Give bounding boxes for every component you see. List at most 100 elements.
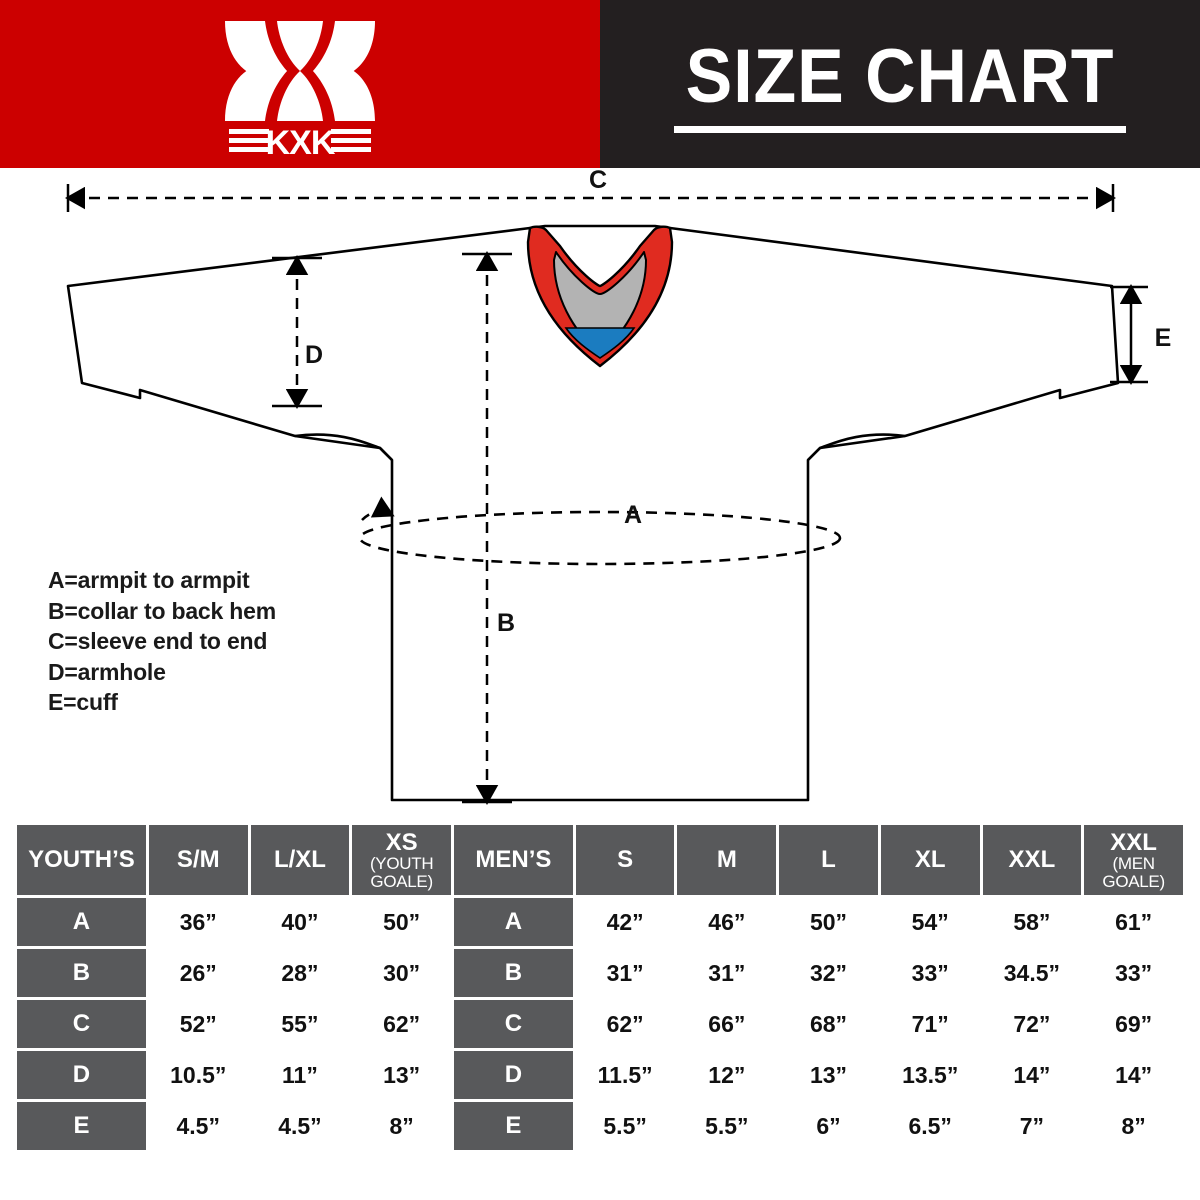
cell-value: 55” (250, 1000, 350, 1048)
header-sublabel: (YOUTH GOALE) (369, 853, 434, 891)
header-sublabel: (MEN GOALE) (1102, 853, 1165, 891)
row-label-men: C (453, 1000, 573, 1048)
header-cell-s: S (575, 825, 675, 895)
dimension-label-b: B (497, 609, 515, 637)
header-label: S (617, 846, 634, 874)
cell-value: 42” (575, 898, 675, 946)
header-label: MEN’S (475, 846, 552, 874)
header-label: YOUTH’S (28, 846, 135, 874)
dimension-label-a: A (624, 501, 642, 529)
row-label-youth: C (17, 1000, 146, 1048)
cell-value: 34.5” (982, 949, 1082, 997)
kxk-butterfly-logo-icon: KXK (215, 9, 385, 162)
cell-value: 31” (677, 949, 777, 997)
header-cell-xxl: XXL (982, 825, 1082, 895)
row-label-youth: A (17, 898, 146, 946)
cell-value: 13” (352, 1051, 451, 1099)
header-cell-m: M (677, 825, 777, 895)
legend-line-b: B=collar to back hem (48, 597, 276, 624)
legend-line-c: C=sleeve end to end (48, 628, 268, 655)
cell-value: 14” (1084, 1051, 1183, 1099)
cell-value: 40” (250, 898, 350, 946)
cell-value: 61” (1084, 898, 1183, 946)
header-cell-lxl: L/XL (250, 825, 350, 895)
cell-value: 5.5” (575, 1102, 675, 1150)
row-label-youth: B (17, 949, 146, 997)
measurement-legend: A=armpit to armpit B=collar to back hem … (48, 565, 276, 718)
cell-value: 26” (148, 949, 248, 997)
cell-value: 50” (779, 898, 878, 946)
cell-value: 36” (148, 898, 248, 946)
cell-value: 52” (148, 1000, 248, 1048)
svg-text:KXK: KXK (266, 124, 336, 159)
cell-value: 4.5” (148, 1102, 248, 1150)
cell-value: 69” (1084, 1000, 1183, 1048)
cell-value: 32” (779, 949, 878, 997)
cell-value: 31” (575, 949, 675, 997)
cell-value: 33” (880, 949, 980, 997)
table-row: D 10.5” 11” 13” D 11.5” 12” 13” 13.5” 14… (17, 1051, 1183, 1099)
cell-value: 71” (880, 1000, 980, 1048)
header-label: XXL (1110, 828, 1157, 856)
cell-value: 62” (575, 1000, 675, 1048)
title-underline (674, 125, 1126, 133)
page-title: SIZE CHART (685, 34, 1115, 120)
header-label: XS (385, 828, 418, 856)
cell-value: 13.5” (880, 1051, 980, 1099)
dimension-label-d: D (305, 341, 323, 369)
row-label-men: A (453, 898, 573, 946)
header-cell-youths: YOUTH’S (17, 825, 146, 895)
cell-value: 14” (982, 1051, 1082, 1099)
hockey-jersey-measurement-diagram: C D E A B (0, 168, 1200, 816)
row-label-men: E (453, 1102, 573, 1150)
table-row: A 36” 40” 50” A 42” 46” 50” 54” 58” 61” (17, 898, 1183, 946)
dimension-label-e: E (1155, 324, 1172, 352)
row-label-youth: D (17, 1051, 146, 1099)
cell-value: 13” (779, 1051, 878, 1099)
cell-value: 8” (352, 1102, 451, 1150)
legend-line-d: D=armhole (48, 658, 166, 685)
header-label: L (821, 846, 836, 874)
table-header-row: YOUTH’S S/M L/XL XS (YOUTH GOALE) MEN’S … (17, 825, 1183, 895)
header-label: L/XL (273, 846, 326, 874)
cell-value: 5.5” (677, 1102, 777, 1150)
legend-line-a: A=armpit to armpit (48, 567, 250, 593)
cell-value: 12” (677, 1051, 777, 1099)
header-cell-xl: XL (880, 825, 980, 895)
cell-value: 50” (352, 898, 451, 946)
row-label-men: D (453, 1051, 573, 1099)
title-panel: SIZE CHART (600, 0, 1200, 168)
cell-value: 28” (250, 949, 350, 997)
page-header: KXK SIZE CHART (0, 0, 1200, 168)
row-label-men: B (453, 949, 573, 997)
header-cell-l: L (779, 825, 878, 895)
cell-value: 4.5” (250, 1102, 350, 1150)
header-label: M (716, 846, 737, 874)
table-row: E 4.5” 4.5” 8” E 5.5” 5.5” 6” 6.5” 7” 8” (17, 1102, 1183, 1150)
cell-value: 7” (982, 1102, 1082, 1150)
cell-value: 8” (1084, 1102, 1183, 1150)
header-cell-sm: S/M (148, 825, 248, 895)
cell-value: 6.5” (880, 1102, 980, 1150)
table-row: B 26” 28” 30” B 31” 31” 32” 33” 34.5” 33… (17, 949, 1183, 997)
header-label: XL (914, 846, 946, 874)
cell-value: 30” (352, 949, 451, 997)
row-label-youth: E (17, 1102, 146, 1150)
brand-panel: KXK (0, 0, 600, 168)
cell-value: 33” (1084, 949, 1183, 997)
cell-value: 62” (352, 1000, 451, 1048)
chest-measure-ellipse (358, 510, 842, 566)
header-label: XXL (1008, 846, 1056, 874)
cell-value: 46” (677, 898, 777, 946)
legend-line-e: E=cuff (48, 689, 118, 716)
cell-value: 6” (779, 1102, 878, 1150)
cell-value: 58” (982, 898, 1082, 946)
collar-accent (564, 327, 636, 359)
header-cell-mens: MEN’S (453, 825, 573, 895)
cell-value: 11” (250, 1051, 350, 1099)
cell-value: 66” (677, 1000, 777, 1048)
table-row: C 52” 55” 62” C 62” 66” 68” 71” 72” 69” (17, 1000, 1183, 1048)
cell-value: 10.5” (148, 1051, 248, 1099)
cell-value: 68” (779, 1000, 878, 1048)
cell-value: 54” (880, 898, 980, 946)
